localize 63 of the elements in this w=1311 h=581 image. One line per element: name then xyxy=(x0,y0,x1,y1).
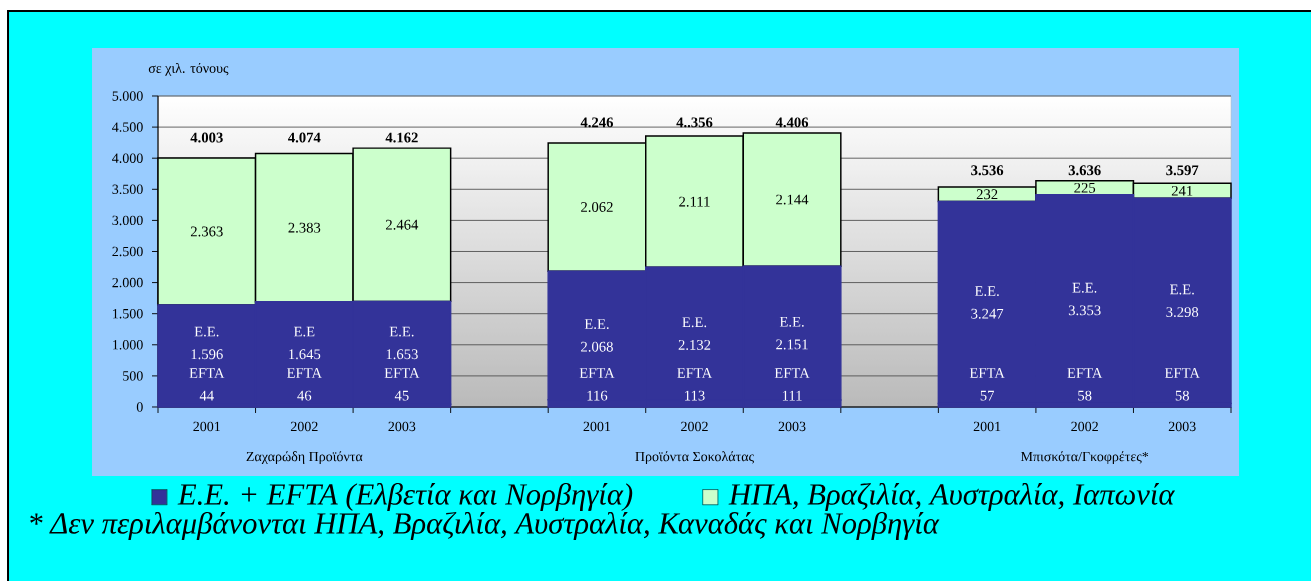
data-label: Ε.Ε 1.645 xyxy=(289,326,321,360)
total-label: 4.246 xyxy=(580,117,614,128)
data-label: Ε.Ε. 1.596 xyxy=(191,326,223,360)
total-label: 3.536 xyxy=(971,165,1004,176)
data-label: Ε.Ε. 1.653 xyxy=(386,326,418,360)
data-label: 2.363 xyxy=(190,226,223,237)
data-label: Ε.Ε. 3.247 xyxy=(971,286,1004,319)
y-tick-label: 0 xyxy=(136,402,143,412)
text: Προϊόντα Σοκολάτας xyxy=(635,451,754,465)
y-tick-label: 4.500 xyxy=(112,122,143,132)
data-label: 232 xyxy=(976,189,998,200)
data-label: 2.144 xyxy=(776,194,809,205)
y-tick-label: 500 xyxy=(123,371,143,381)
data-label: EFTA 46 xyxy=(287,368,322,401)
text: Ζαχαρώδη Προϊόντα xyxy=(246,451,363,465)
total-label: 4.003 xyxy=(190,132,223,143)
total-label: 4..356 xyxy=(676,117,713,128)
data-label: Ε.Ε. 2.068 xyxy=(581,319,613,352)
legend-label: Ε.Ε. + EFTA (Ελβετία και Νορβηγία) xyxy=(177,482,633,512)
data-label: EFTA 113 xyxy=(677,368,713,401)
total-label: 3.597 xyxy=(1166,165,1199,176)
y-tick-label: 1.000 xyxy=(113,340,143,350)
y-tick-label: 2.000 xyxy=(112,277,143,288)
total-label: 3.636 xyxy=(1068,165,1101,176)
data-label: 225 xyxy=(1074,182,1096,193)
y-tick-label: 3.000 xyxy=(112,215,143,226)
data-label: Ε.Ε. 3.298 xyxy=(1166,284,1199,318)
data-label: Ε.Ε. 2.151 xyxy=(776,316,808,350)
text: * Δεν περιλαμβάνονται ΗΠΑ, Βραζιλία, Αυστραλία, Καναδάς και Νορβηγία xyxy=(30,511,940,541)
data-label: 2.111 xyxy=(679,196,710,207)
x-tick-label: 2003 xyxy=(1168,421,1196,432)
y-tick-label: 5.000 xyxy=(112,91,143,101)
y-tick-label: 2.500 xyxy=(112,246,143,257)
x-tick-label: 2002 xyxy=(681,421,708,432)
x-tick-label: 2001 xyxy=(193,421,220,432)
x-tick-label: 2002 xyxy=(1071,421,1098,432)
data-label: 2.383 xyxy=(288,222,321,233)
data-label: Ε.Ε. 2.132 xyxy=(678,317,711,350)
data-label: EFTA 58 xyxy=(1164,368,1200,401)
data-label: EFTA 111 xyxy=(774,368,810,401)
data-label: Ε.Ε. 3.353 xyxy=(1068,282,1101,316)
y-tick-label: 1.500 xyxy=(113,308,143,319)
x-tick-label: 2002 xyxy=(290,421,318,432)
data-label: EFTA 58 xyxy=(1067,368,1103,401)
y-axis-title: σε χιλ. τόνους xyxy=(148,62,229,76)
data-label: EFTA 45 xyxy=(384,368,420,401)
total-label: 4.406 xyxy=(775,117,809,128)
total-label: 4.162 xyxy=(385,132,418,143)
y-tick-label: 4.000 xyxy=(112,153,143,163)
data-label: EFTA 44 xyxy=(189,368,225,401)
data-label: 2.464 xyxy=(386,219,419,230)
data-label: EFTA 57 xyxy=(969,368,1005,401)
x-tick-label: 2001 xyxy=(973,421,1001,432)
data-label: 2.062 xyxy=(581,202,613,212)
x-tick-label: 2001 xyxy=(583,421,611,432)
text: Μπισκότα/Γκοφρέτες* xyxy=(1020,451,1149,465)
total-label: 4.074 xyxy=(288,132,321,143)
y-tick-label: 3.500 xyxy=(112,184,143,195)
x-tick-label: 2003 xyxy=(778,421,806,432)
x-tick-label: 2003 xyxy=(388,421,416,432)
data-label: EFTA 116 xyxy=(579,368,615,401)
data-label: 241 xyxy=(1171,185,1193,196)
legend-label: ΗΠΑ, Βραζιλία, Αυστραλία, Ιαπωνία xyxy=(728,482,1175,512)
